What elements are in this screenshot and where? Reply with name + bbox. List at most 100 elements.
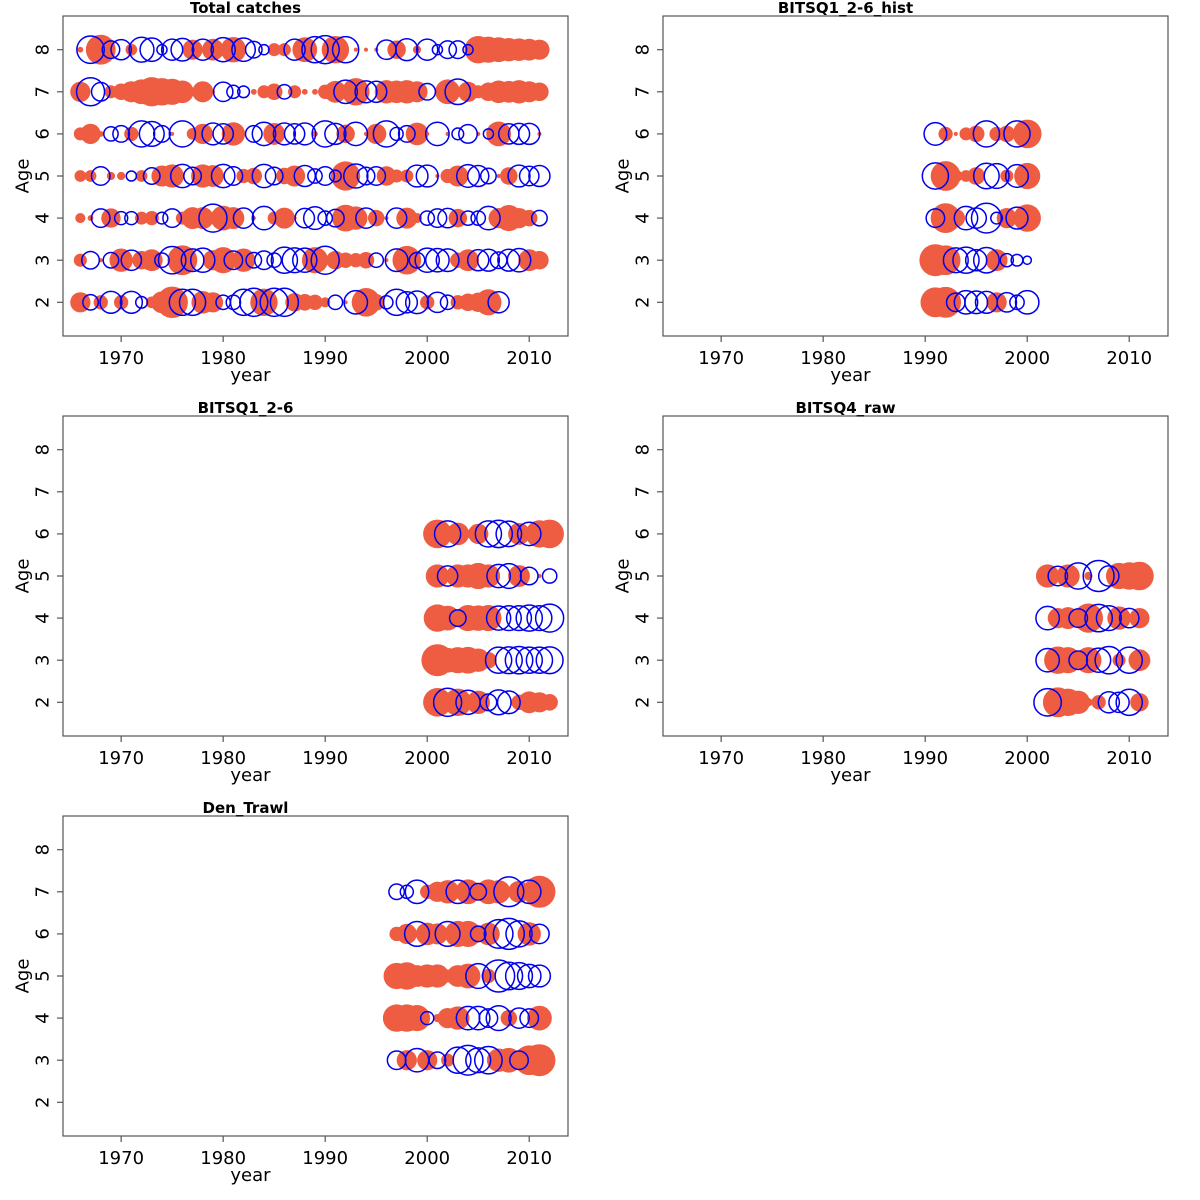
bubble-positive [496,173,501,179]
bubbles [919,119,1042,318]
x-tick-label: 2010 [1106,348,1152,369]
bubble-negative [152,124,171,143]
bubble-positive [529,39,550,60]
bubble-negative [283,38,306,61]
bubbles [70,34,551,319]
panel-den-trawl: Den_Trawl 1970 1980 1990 2000 2010 year 2 3 4 5 6 7 8… [13,799,569,1186]
bubble-negative [516,963,542,989]
bubble-positive [930,245,961,276]
bubble-positive [930,286,962,318]
x-tick-label: 1980 [200,348,246,369]
bubble-negative [281,247,308,274]
bubble-positive [337,252,354,268]
bubble-negative [379,295,394,310]
bubble-positive [967,125,985,143]
y-tick-label: 7 [33,86,54,97]
bubble-positive [330,161,361,191]
x-tick-label: 1980 [800,748,846,769]
bubble-negative [155,211,169,225]
bubble-positive [466,690,490,715]
bubble-positive [85,34,116,65]
x-tick-label: 1990 [302,1148,348,1169]
bubble-negative [530,209,548,227]
panel-title: Den_Trawl [203,799,289,817]
x-tick-label: 1970 [98,348,144,369]
bubble-positive [946,208,966,228]
bubble-negative [972,246,1000,274]
y-tick-label: 3 [633,254,654,265]
y-tick-label: 4 [33,212,54,223]
bubble-negative [251,205,277,231]
bubble-negative [466,248,490,272]
y-tick-label: 7 [33,486,54,497]
x-tick-label: 2000 [404,1148,450,1169]
bubble-negative [142,166,161,186]
bubble-negative [497,248,521,272]
bubble-positive [1066,690,1090,715]
bubble-negative [518,165,540,187]
x-tick-label: 2000 [1004,348,1050,369]
bubble-negative [328,169,342,183]
y-tick-label: 6 [33,928,54,939]
bubble-negative [494,961,524,991]
bubble-negative [435,248,460,273]
bubble-positive [202,165,224,187]
x-tick-label: 1980 [200,748,246,769]
bubble-negative [505,604,533,632]
bubble-negative [169,163,195,189]
bubble-negative [244,124,263,143]
bubble-negative [119,290,144,314]
bubble-negative [473,1045,503,1075]
bubble-positive [170,131,175,136]
bubble-negative [168,288,197,317]
bubble-negative [343,289,369,315]
bubble-negative [534,603,565,633]
bubble-negative [970,202,1003,234]
x-tick-label: 1970 [98,748,144,769]
y-tick-label: 6 [33,528,54,539]
bubble-positive [435,79,461,105]
bubble-positive [998,125,1016,143]
bubble-negative [983,162,1010,190]
bubble-negative [487,291,510,314]
bubble-negative [492,917,526,951]
bubble-negative [486,563,512,589]
bubble-negative [294,207,316,229]
bubble-negative [384,248,409,273]
bubble-negative [110,38,133,61]
bubble-negative [528,164,551,188]
bubble-negative [223,166,244,186]
bubble-negative [990,211,1004,225]
bubble-negative [535,646,564,675]
x-tick-label: 2000 [404,748,450,769]
panel-title: BITSQ1_2-6 [198,399,294,417]
bubble-negative [355,207,377,229]
bubble-negative [419,210,436,227]
bubble-negative [519,1008,540,1029]
x-tick-label: 1990 [902,348,948,369]
bubble-positive [73,253,87,267]
x-tick-label: 2000 [1004,748,1050,769]
x-tick-label: 1970 [698,748,744,769]
bubble-negative [403,920,431,948]
y-tick-label: 8 [33,44,54,55]
bubble-positive [75,213,86,224]
bubble-negative [113,210,129,226]
bubble-negative [180,248,205,273]
bubble-positive [140,249,163,272]
bubble-negative [455,163,481,189]
bubble-negative [189,247,216,274]
bubble-negative [333,79,359,105]
bubble-negative [382,288,411,317]
x-tick-label: 1990 [902,748,948,769]
bubble-negative [964,248,988,272]
bubble-positive [70,81,91,102]
bubble-negative [494,646,523,675]
y-tick-label: 4 [33,612,54,623]
bubble-positive [435,880,460,904]
bubble-negative [481,959,516,993]
x-axis-label: year [230,365,271,386]
bubble-negative [495,520,523,548]
bubble-negative [317,210,334,227]
bubble-negative [1005,206,1029,230]
